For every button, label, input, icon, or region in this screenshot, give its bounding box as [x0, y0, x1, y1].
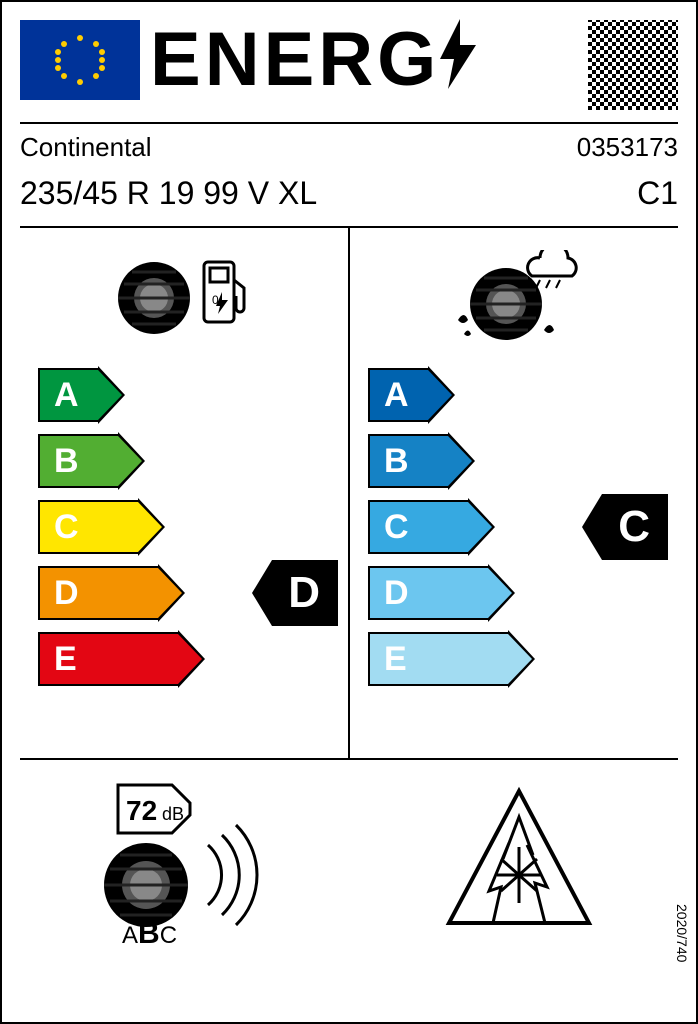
eu-flag-icon: [20, 20, 140, 100]
scale-arrow: A: [38, 368, 348, 422]
size-row: 235/45 R 19 99 V XL C1: [20, 163, 678, 228]
supplier-row: Continental 0353173: [20, 122, 678, 163]
header-row: ENERG: [20, 20, 678, 110]
scale-arrow: E: [368, 632, 678, 686]
scale-arrow: B: [38, 434, 348, 488]
fuel-scale: ABCDE: [20, 368, 348, 686]
svg-text:72: 72: [126, 795, 157, 826]
fuel-rating-letter: D: [288, 568, 320, 618]
wet-column: ABCDE C: [348, 228, 678, 758]
scale-arrow: C: [38, 500, 348, 554]
tyre-class: C1: [637, 175, 678, 212]
energy-text: ENERG: [150, 22, 440, 98]
energy-title: ENERG: [150, 20, 578, 100]
scale-arrow: D: [368, 566, 678, 620]
wet-icon: [350, 248, 678, 348]
qr-code-icon: [588, 20, 678, 110]
article-number: 0353173: [577, 132, 678, 163]
wet-rating-letter: C: [618, 502, 650, 552]
svg-text:ABC: ABC: [122, 917, 177, 945]
noise-section: 72 dB ABC: [100, 775, 280, 945]
fuel-rating-badge: D: [252, 560, 338, 626]
fuel-column: 0 ABCDE D: [20, 228, 348, 758]
tyre-size: 235/45 R 19 99 V XL: [20, 175, 317, 212]
wet-rating-badge: C: [582, 494, 668, 560]
scale-arrow: E: [38, 632, 348, 686]
svg-text:dB: dB: [162, 804, 184, 824]
regulation-number: 2020/740: [674, 904, 690, 962]
rating-columns: 0 ABCDE D: [20, 228, 678, 758]
scale-arrow: B: [368, 434, 678, 488]
fuel-icon: 0: [20, 248, 348, 348]
scale-arrow: A: [368, 368, 678, 422]
bottom-row: 72 dB ABC: [20, 760, 678, 960]
tyre-energy-label: ENERG Continental 0353173 235/45 R 19 99…: [0, 0, 698, 1024]
brand-name: Continental: [20, 132, 152, 163]
snow-icon: [439, 783, 599, 938]
noise-tyre-icon: 72 dB ABC: [100, 775, 280, 945]
bolt-icon: [436, 19, 480, 102]
